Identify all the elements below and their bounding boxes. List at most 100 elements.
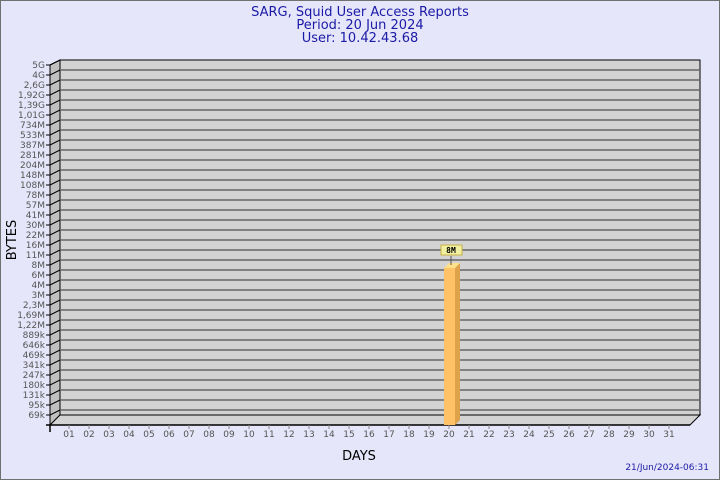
y-tick-diagonal xyxy=(49,269,61,276)
x-tick-label: 04 xyxy=(123,430,135,440)
y-tick-diagonal xyxy=(49,219,61,226)
y-tick-label: 533M xyxy=(20,131,45,141)
y-tick-label: 2,6G xyxy=(24,81,45,91)
y-tick-diagonal xyxy=(49,169,61,176)
y-tick-label: 1,92G xyxy=(18,91,45,101)
x-tick-label: 31 xyxy=(663,430,674,440)
y-tick-diagonal xyxy=(49,409,61,416)
x-tick-label: 21 xyxy=(463,430,474,440)
y-tick-diagonal xyxy=(49,179,61,186)
y-tick-label: 341k xyxy=(23,361,46,371)
back-wall xyxy=(59,59,701,416)
chart-title: SARG, Squid User Access Reports xyxy=(251,5,469,20)
y-tick-label: 281M xyxy=(20,151,45,161)
y-tick-label: 734M xyxy=(20,121,45,131)
x-tick-label: 13 xyxy=(303,430,314,440)
bar-top xyxy=(444,263,460,268)
chart-user: User: 10.42.43.68 xyxy=(302,31,418,46)
y-tick-label: 387M xyxy=(20,141,45,151)
x-tick-label: 22 xyxy=(483,430,494,440)
y-tick-diagonal xyxy=(49,399,61,406)
x-tick-label: 09 xyxy=(223,430,235,440)
y-tick-diagonal xyxy=(49,289,61,296)
y-tick-label: 4M xyxy=(32,281,46,291)
y-tick-label: 78M xyxy=(26,191,45,201)
x-tick-label: 14 xyxy=(323,430,335,440)
y-tick-diagonal xyxy=(49,59,61,66)
y-tick-label: 6M xyxy=(32,271,46,281)
y-tick-label: 11M xyxy=(26,251,45,261)
x-tick-label: 07 xyxy=(183,430,194,440)
y-tick-diagonal xyxy=(49,379,61,386)
x-tick-label: 10 xyxy=(243,430,255,440)
y-tick-diagonal xyxy=(49,119,61,126)
y-tick-label: 69k xyxy=(28,411,45,421)
timestamp: 21/Jun/2024-06:31 xyxy=(625,463,709,473)
y-tick-diagonal xyxy=(49,329,61,336)
y-tick-label: 57M xyxy=(26,201,45,211)
x-tick-label: 15 xyxy=(343,430,354,440)
y-tick-diagonal xyxy=(49,109,61,116)
y-tick-label: 16M xyxy=(26,241,45,251)
y-tick-diagonal xyxy=(49,199,61,206)
y-tick-label: 148M xyxy=(20,171,45,181)
y-tick-label: 8M xyxy=(32,261,46,271)
y-tick-diagonal xyxy=(49,79,61,86)
x-tick-label: 06 xyxy=(163,430,175,440)
x-tick-label: 16 xyxy=(363,430,375,440)
y-tick-label: 30M xyxy=(26,221,45,231)
y-tick-label: 41M xyxy=(26,211,45,221)
y-tick-diagonal xyxy=(49,189,61,196)
y-tick-diagonal xyxy=(49,249,61,256)
y-tick-label: 4G xyxy=(32,71,45,81)
y-tick-diagonal xyxy=(49,149,61,156)
y-tick-diagonal xyxy=(49,239,61,246)
y-tick-diagonal xyxy=(49,209,61,216)
y-tick-label: 131k xyxy=(23,391,46,401)
x-tick-label: 26 xyxy=(563,430,575,440)
x-tick-label: 30 xyxy=(643,430,655,440)
x-tick-label: 11 xyxy=(263,430,274,440)
y-tick-diagonal xyxy=(49,279,61,286)
y-tick-diagonal xyxy=(49,139,61,146)
data-label-box xyxy=(440,244,463,256)
y-tick-label: 3M xyxy=(32,291,46,301)
x-tick-label: 05 xyxy=(143,430,154,440)
y-tick-label: 108M xyxy=(20,181,45,191)
y-tick-label: 1,22M xyxy=(17,321,45,331)
y-tick-diagonal xyxy=(49,229,61,236)
y-tick-label: 2,3M xyxy=(23,301,45,311)
y-tick-label: 469k xyxy=(23,351,46,361)
x-tick-label: 02 xyxy=(83,430,94,440)
x-tick-label: 20 xyxy=(443,430,455,440)
y-tick-label: 95k xyxy=(28,401,45,411)
y-tick-diagonal xyxy=(49,259,61,266)
y-tick-label: 247k xyxy=(23,371,46,381)
x-tick-label: 19 xyxy=(423,430,435,440)
y-tick-diagonal xyxy=(49,159,61,166)
y-tick-diagonal xyxy=(49,359,61,366)
y-tick-diagonal xyxy=(49,69,61,76)
x-tick-label: 03 xyxy=(103,430,114,440)
x-tick-label: 29 xyxy=(623,430,635,440)
y-tick-diagonal xyxy=(49,319,61,326)
x-tick-label: 18 xyxy=(403,430,415,440)
data-label: 8M xyxy=(446,246,456,255)
y-tick-label: 1,69M xyxy=(17,311,45,321)
x-tick-label: 27 xyxy=(583,430,594,440)
x-tick-label: 01 xyxy=(63,430,74,440)
y-tick-label: 1,39G xyxy=(18,101,45,111)
y-tick-diagonal xyxy=(49,389,61,396)
y-tick-diagonal xyxy=(49,99,61,106)
y-tick-diagonal xyxy=(49,89,61,96)
y-tick-label: 1,01G xyxy=(18,111,45,121)
x-tick-label: 25 xyxy=(543,430,554,440)
y-tick-diagonal xyxy=(49,299,61,306)
x-tick-label: 24 xyxy=(523,430,535,440)
x-tick-label: 08 xyxy=(203,430,215,440)
y-tick-label: 5G xyxy=(32,61,45,71)
y-tick-label: 889k xyxy=(23,331,46,341)
y-axis-label: BYTES xyxy=(5,220,20,261)
y-tick-label: 22M xyxy=(26,231,45,241)
